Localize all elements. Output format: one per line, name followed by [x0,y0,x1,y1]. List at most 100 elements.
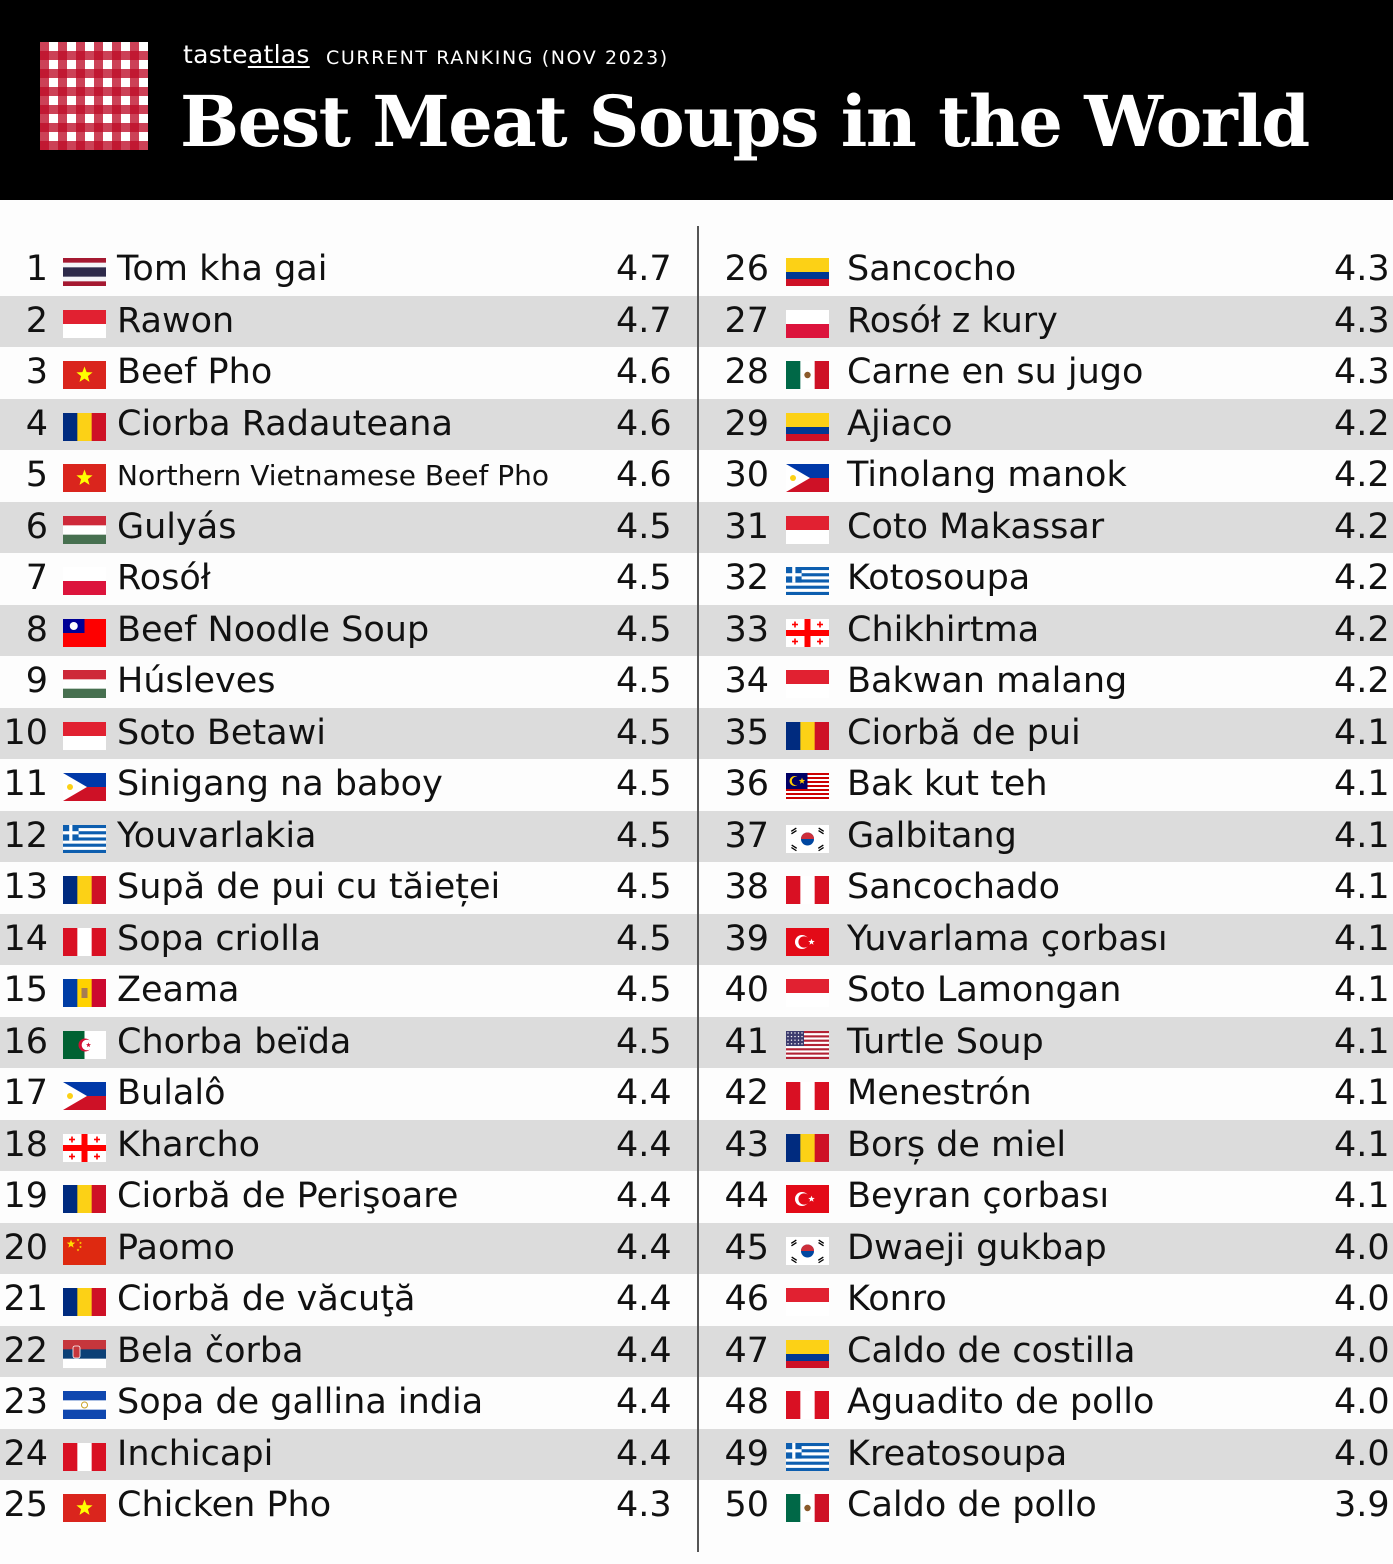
row-rating: 4.1 [1334,1073,1390,1113]
ranking-row: 45 Dwaeji gukbap 4.0 [699,1222,1393,1274]
header-banner: tasteatlas CURRENT RANKING (NOV 2023) Be… [0,0,1393,200]
column-divider [697,226,699,1552]
row-rank: 25 [3,1485,48,1525]
row-rating: 4.2 [1334,609,1390,650]
ranking-row: 48 Aguadito de pollo 4.0 [699,1377,1393,1429]
row-dish-name: Chicken Pho [117,1485,332,1525]
row-rank: 8 [25,609,48,650]
thailand-flag-icon [63,258,106,286]
row-rank: 12 [3,815,48,856]
row-dish-name: Kharcho [117,1124,261,1165]
row-rating: 4.4 [616,1433,672,1474]
row-dish-name: Ciorbă de văcuţă [117,1279,416,1319]
indonesia-flag-icon [63,309,106,338]
row-rank: 29 [724,403,769,444]
row-rating: 4.5 [616,506,672,547]
row-rank: 5 [25,455,48,495]
row-dish-name: Gulyás [117,506,237,547]
china-flag-icon [63,1236,106,1265]
row-rank: 32 [724,558,769,598]
row-dish-name: Coto Makassar [847,506,1105,547]
greece-flag-icon [786,567,829,595]
ranking-row: 26 Sancocho 4.3 [699,244,1393,296]
row-dish-name: Bak kut teh [847,764,1048,804]
row-rating: 4.6 [616,403,672,444]
ranking-row: 34 Bakwan malang 4.2 [699,656,1393,708]
row-rating: 4.1 [1334,1021,1390,1062]
row-rating: 4.5 [616,661,672,701]
hungary-flag-icon [63,515,106,544]
peru-flag-icon [786,1082,829,1110]
ranking-row: 20 Paomo 4.4 [0,1222,697,1274]
row-rating: 4.2 [1334,506,1390,547]
poland-flag-icon [786,309,829,338]
row-dish-name: Kotosoupa [847,558,1031,598]
row-dish-name: Borș de miel [847,1124,1067,1165]
row-rank: 24 [3,1433,48,1474]
ranking-row: 2 Rawon 4.7 [0,295,697,347]
row-rating: 4.4 [616,1176,672,1216]
ranking-row: 35 Ciorbă de pui 4.1 [699,707,1393,759]
row-dish-name: Beef Pho [117,352,273,392]
row-dish-name: Ciorbă de pui [847,712,1081,753]
taiwan-flag-icon [63,618,106,647]
ranking-row: 50 Caldo de pollo 3.9 [699,1480,1393,1532]
row-dish-name: Sancocho [847,249,1017,289]
row-rank: 30 [724,455,769,495]
row-rank: 50 [724,1485,769,1525]
row-rating: 4.6 [616,352,672,392]
row-rank: 16 [3,1021,48,1062]
row-rank: 2 [25,300,48,341]
brand-part-taste: taste [183,40,248,69]
mexico-flag-icon [786,1494,829,1522]
row-dish-name: Caldo de pollo [847,1485,1097,1525]
ranking-row: 6 Gulyás 4.5 [0,501,697,553]
page-title: Best Meat Soups in the World [180,80,1310,163]
ranking-row: 29 Ajiaco 4.2 [699,398,1393,450]
row-rating: 4.1 [1334,1176,1390,1216]
row-rank: 41 [724,1021,769,1062]
row-rank: 11 [3,764,48,804]
turkey-flag-icon [786,1185,829,1213]
row-rank: 48 [724,1382,769,1422]
row-dish-name: Húsleves [117,661,276,701]
hungary-flag-icon [63,670,106,698]
indonesia-flag-icon [786,1288,829,1316]
row-rating: 4.4 [616,1382,672,1422]
row-dish-name: Menestrón [847,1073,1032,1113]
vietnam-flag-icon [63,361,106,389]
ranking-row: 11 Sinigang na baboy 4.5 [0,759,697,811]
philippines-flag-icon [786,464,829,492]
row-dish-name: Tinolang manok [847,455,1127,495]
row-rating: 4.4 [616,1227,672,1268]
row-dish-name: Bakwan malang [847,661,1128,701]
row-rank: 22 [3,1330,48,1371]
row-rating: 4.5 [616,918,672,959]
romania-flag-icon [63,1185,106,1213]
row-rating: 4.1 [1334,918,1390,959]
row-dish-name: Turtle Soup [847,1021,1044,1062]
row-rating: 3.9 [1334,1485,1390,1525]
poland-flag-icon [63,567,106,595]
row-dish-name: Zeama [117,970,240,1010]
ranking-row: 30 Tinolang manok 4.2 [699,450,1393,502]
ranking-row: 23 Sopa de gallina india 4.4 [0,1377,697,1429]
row-rating: 4.0 [1334,1433,1390,1474]
row-rating: 4.2 [1334,558,1390,598]
row-dish-name: Inchicapi [117,1433,274,1474]
row-rank: 35 [724,712,769,753]
row-dish-name: Supă de pui cu tăieței [117,867,501,907]
philippines-flag-icon [63,1082,106,1110]
colombia-flag-icon [786,412,829,441]
row-rank: 7 [25,558,48,598]
romania-flag-icon [63,876,106,904]
romania-flag-icon [63,1288,106,1316]
row-dish-name: Ciorba Radauteana [117,403,453,444]
row-rank: 6 [25,506,48,547]
moldova-flag-icon [63,979,106,1007]
ranking-row: 1 Tom kha gai 4.7 [0,244,697,296]
georgia-flag-icon [786,618,829,647]
ranking-row: 33 Chikhirtma 4.2 [699,604,1393,656]
row-rating: 4.1 [1334,764,1390,804]
row-rank: 27 [724,300,769,341]
